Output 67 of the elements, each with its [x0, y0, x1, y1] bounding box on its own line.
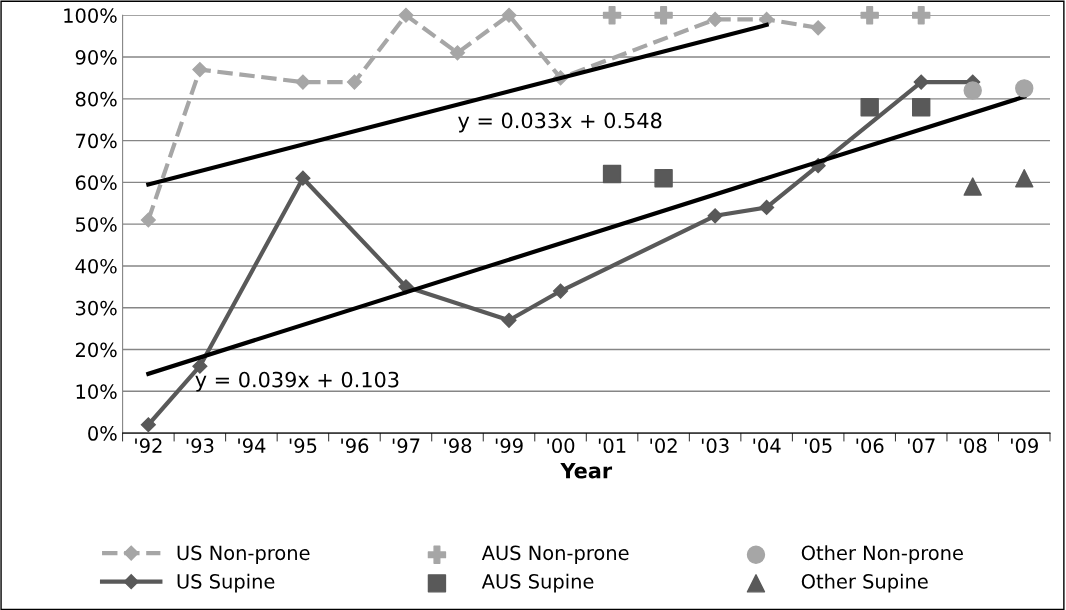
- point: [963, 81, 982, 100]
- point: [707, 208, 723, 224]
- x-tick-label: '92: [135, 438, 162, 454]
- point: [295, 74, 311, 90]
- point: [654, 6, 673, 25]
- point: [654, 169, 673, 188]
- legend-label: US Supine: [177, 573, 275, 593]
- x-tick-label: '04: [753, 438, 781, 454]
- x-tick-label: '08: [959, 438, 987, 454]
- x-tick-label: '96: [341, 438, 369, 454]
- x-tick-label: '07: [908, 438, 935, 454]
- point: [449, 45, 466, 61]
- x-tick-label: '93: [186, 438, 214, 454]
- point: [192, 358, 208, 374]
- point: [963, 177, 982, 196]
- x-axis-title: Year: [560, 462, 613, 479]
- legend-label: US Non-prone: [177, 545, 310, 564]
- x-tick-label: '02: [650, 438, 677, 454]
- y-tick-label: 20%: [75, 342, 117, 358]
- point: [501, 7, 517, 23]
- y-tick-label: 30%: [75, 300, 117, 316]
- x-tick-label: '94: [238, 438, 266, 454]
- x-tick-label: '99: [495, 438, 523, 454]
- point: [501, 312, 517, 328]
- y-tick-label: 0%: [88, 426, 117, 441]
- y-tick-label: 50%: [76, 217, 117, 232]
- point: [140, 212, 156, 228]
- x-tick-label: '05: [804, 438, 832, 454]
- legend-label: Other Non-prone: [801, 545, 963, 564]
- point: [912, 6, 931, 25]
- y-tick-label: 40%: [75, 258, 117, 274]
- point: [602, 164, 622, 184]
- x-tick-label: '00: [547, 438, 575, 454]
- x-tick-label: '09: [1011, 438, 1038, 454]
- legend-label: AUS Supine: [481, 573, 594, 593]
- legend-label: Other Supine: [801, 573, 928, 593]
- x-tick-label: '01: [598, 438, 626, 454]
- point: [602, 6, 622, 25]
- x-tick-label: '03: [701, 438, 729, 454]
- y-tick-label: 60%: [75, 175, 117, 191]
- x-tick-label: '06: [856, 438, 884, 454]
- point: [398, 7, 414, 23]
- y-tick-label: 80%: [75, 91, 117, 107]
- point: [860, 6, 879, 25]
- x-tick-label: '97: [392, 438, 420, 454]
- y-tick-label: 90%: [75, 49, 117, 65]
- annotation: y = 0.039x + 0.103: [195, 371, 399, 392]
- point: [759, 199, 775, 216]
- point: [912, 97, 931, 117]
- point: [810, 20, 826, 36]
- point: [1015, 79, 1034, 98]
- annotation: y = 0.033x + 0.548: [458, 112, 662, 133]
- point: [1015, 169, 1034, 188]
- x-tick-label: '95: [289, 438, 317, 454]
- x-tick-label: '98: [444, 438, 472, 454]
- point: [295, 170, 311, 186]
- point: [707, 11, 723, 27]
- y-tick-label: 100%: [64, 8, 117, 23]
- legend-label: AUS Non-prone: [481, 545, 629, 564]
- point: [860, 97, 879, 117]
- y-tick-label: 70%: [76, 133, 117, 149]
- point: [192, 62, 208, 78]
- point: [552, 283, 569, 299]
- point: [913, 74, 929, 90]
- point: [140, 417, 156, 433]
- y-tick-label: 10%: [76, 384, 117, 399]
- point: [346, 74, 363, 90]
